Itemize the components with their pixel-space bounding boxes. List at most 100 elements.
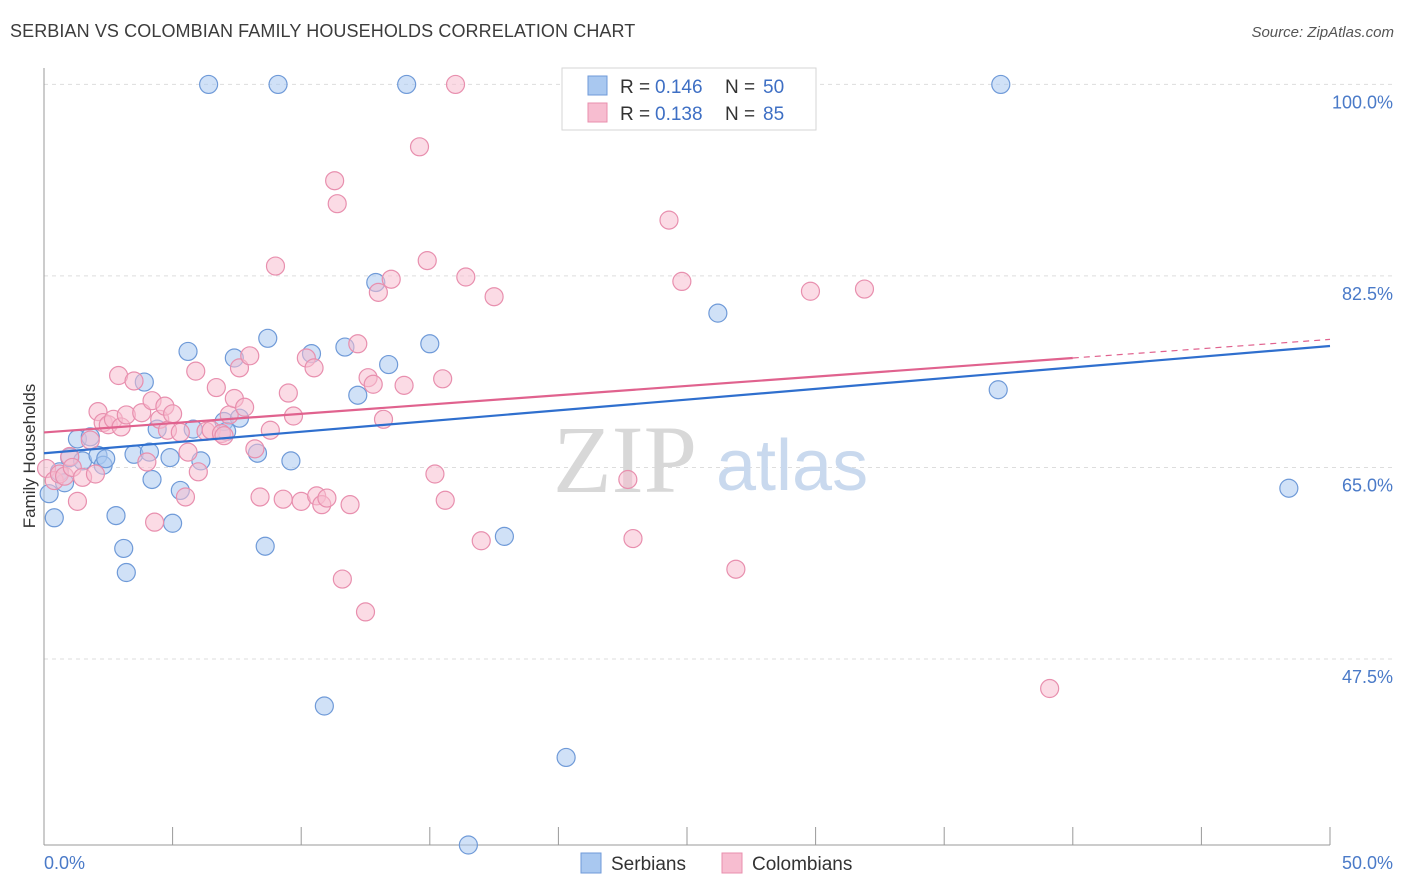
serbian-point xyxy=(142,469,162,490)
serbian-point xyxy=(348,385,368,405)
colombian-point xyxy=(332,569,352,589)
colombian-point xyxy=(85,464,106,484)
colombian-point xyxy=(188,462,208,482)
watermark-zip: ZIP xyxy=(553,406,697,513)
serbian-point xyxy=(116,562,136,583)
colombian-point xyxy=(425,464,445,484)
legend-swatch-serbians xyxy=(587,75,608,96)
colombian-point xyxy=(124,371,144,391)
colombian-point xyxy=(250,487,270,507)
colombian-point xyxy=(214,426,234,446)
serbians-trendline xyxy=(43,344,1331,455)
colombian-point xyxy=(417,251,437,271)
chart-title: SERBIAN VS COLOMBIAN FAMILY HOUSEHOLDS C… xyxy=(10,21,636,41)
colombian-point xyxy=(409,137,430,157)
serbian-point xyxy=(44,508,64,528)
colombian-point xyxy=(363,374,383,394)
colombian-point xyxy=(186,361,206,381)
trend-layer xyxy=(43,338,1331,455)
legend-r-value-colombians: 0.138 xyxy=(655,104,703,125)
serbian-point xyxy=(268,74,288,95)
colombian-point xyxy=(340,495,360,515)
y-axis-label: Family Households xyxy=(20,384,39,529)
serbian-point xyxy=(397,74,417,95)
y-tick-label: 47.5% xyxy=(1342,667,1393,687)
colombian-point xyxy=(283,406,304,426)
colombian-point xyxy=(623,528,643,549)
colombian-point xyxy=(245,439,265,459)
serbian-point xyxy=(708,303,728,323)
bottom-legend-label-colombians: Colombians xyxy=(752,854,852,875)
colombian-point xyxy=(445,74,466,95)
colombian-point xyxy=(348,334,368,354)
serbian-point xyxy=(258,328,278,348)
colombian-point xyxy=(317,488,337,508)
bottom-legend: Serbians Colombians xyxy=(580,852,852,875)
chart-source: Source: ZipAtlas.com xyxy=(1251,24,1394,41)
colombian-point xyxy=(726,559,746,579)
x-tick-label-max: 50.0% xyxy=(1342,853,1393,873)
colombian-point xyxy=(235,397,255,417)
colombian-point xyxy=(381,269,401,289)
serbian-point xyxy=(556,747,576,768)
colombian-point xyxy=(206,377,226,398)
serbian-point xyxy=(106,505,126,526)
serbian-point xyxy=(379,354,399,375)
colombians-trendline-extension xyxy=(1072,338,1331,359)
legend: R = 0.146 N = 50 R = 0.138 N = 85 xyxy=(561,67,817,131)
x-tick-label-min: 0.0% xyxy=(44,853,85,873)
legend-swatch-colombians xyxy=(587,102,608,123)
colombian-point xyxy=(67,491,88,511)
serbian-point xyxy=(163,513,183,533)
legend-n-value-serbians: 50 xyxy=(763,77,784,98)
serbian-point xyxy=(1279,478,1299,498)
legend-r-value-serbians: 0.146 xyxy=(655,77,703,98)
points-layer xyxy=(36,74,1299,855)
colombian-point xyxy=(672,271,692,292)
colombian-point xyxy=(618,469,638,490)
serbian-point xyxy=(281,451,301,471)
watermark-atlas: atlas xyxy=(716,426,868,506)
colombian-point xyxy=(80,430,100,450)
legend-r-label-serbians: R = xyxy=(620,77,650,98)
colombian-point xyxy=(435,490,455,510)
colombians-trendline xyxy=(43,356,1073,434)
serbian-point xyxy=(988,380,1008,400)
colombian-point xyxy=(800,281,821,301)
colombian-point xyxy=(137,452,157,472)
colombian-point xyxy=(471,531,491,551)
colombian-point xyxy=(433,369,453,389)
legend-n-label-serbians: N = xyxy=(725,77,755,98)
colombian-point xyxy=(260,420,280,440)
bottom-legend-swatch-colombians xyxy=(721,852,743,874)
colombian-point xyxy=(170,422,190,443)
colombian-point xyxy=(327,194,347,214)
serbian-point xyxy=(458,835,478,855)
colombian-point xyxy=(325,171,345,191)
serbian-point xyxy=(96,449,116,469)
colombian-point xyxy=(394,375,414,395)
serbian-point xyxy=(314,696,334,716)
colombian-point xyxy=(484,287,504,307)
colombian-point xyxy=(178,442,198,462)
serbian-point xyxy=(420,334,440,354)
colombian-point xyxy=(456,267,476,287)
y-tick-label: 82.5% xyxy=(1342,284,1393,304)
colombian-point xyxy=(659,210,679,230)
colombian-point xyxy=(273,489,293,509)
serbian-point xyxy=(494,526,514,546)
colombian-point xyxy=(368,282,388,302)
bottom-legend-label-serbians: Serbians xyxy=(611,854,686,875)
bottom-legend-swatch-serbians xyxy=(580,852,602,874)
y-tick-label: 65.0% xyxy=(1342,475,1393,495)
serbian-point xyxy=(255,536,275,556)
colombian-point xyxy=(1040,678,1060,699)
colombian-point xyxy=(175,487,196,507)
legend-n-value-colombians: 85 xyxy=(763,104,784,125)
y-tick-label: 100.0% xyxy=(1332,92,1393,112)
legend-n-label-colombians: N = xyxy=(725,104,755,125)
colombian-point xyxy=(144,512,165,532)
watermark: ZIP atlas xyxy=(553,406,868,513)
legend-r-label-colombians: R = xyxy=(620,104,650,125)
